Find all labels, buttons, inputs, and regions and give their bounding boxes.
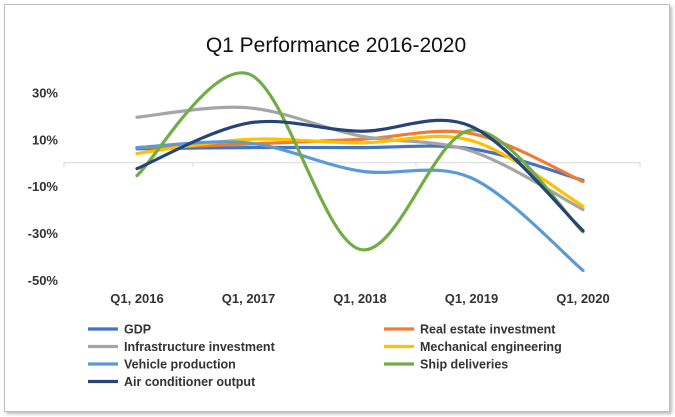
- x-tick-label: Q1, 2017: [222, 291, 276, 306]
- chart-frame: [4, 4, 670, 412]
- legend-label: Ship deliveries: [420, 358, 508, 372]
- legend-label: Real estate investment: [420, 323, 556, 337]
- y-tick-label: -10%: [28, 179, 59, 194]
- legend-label: Vehicle production: [124, 358, 236, 372]
- legend-label: Infrastructure investment: [124, 340, 276, 354]
- series-line-infrastructure-investment: [135, 105, 585, 212]
- x-tick-label: Q1, 2020: [556, 291, 610, 306]
- legend-label: Mechanical engineering: [420, 340, 562, 354]
- legend-label: Air conditioner output: [124, 375, 256, 389]
- x-tick-label: Q1, 2019: [445, 291, 499, 306]
- series-line-vehicle-production: [135, 140, 585, 273]
- x-tick-label: Q1, 2016: [110, 291, 164, 306]
- y-tick-label: -30%: [28, 226, 59, 241]
- series-line-real-estate-investment: [135, 129, 585, 184]
- y-tick-label: 10%: [32, 132, 58, 147]
- series-line-ship-deliveries: [135, 71, 585, 252]
- legend-label: GDP: [124, 323, 151, 337]
- y-tick-label: 30%: [32, 86, 58, 101]
- x-tick-label: Q1, 2018: [333, 291, 387, 306]
- y-tick-label: -50%: [28, 273, 59, 288]
- series-line-air-conditioner-output: [135, 118, 585, 233]
- chart-title: Q1 Performance 2016-2020: [206, 34, 466, 57]
